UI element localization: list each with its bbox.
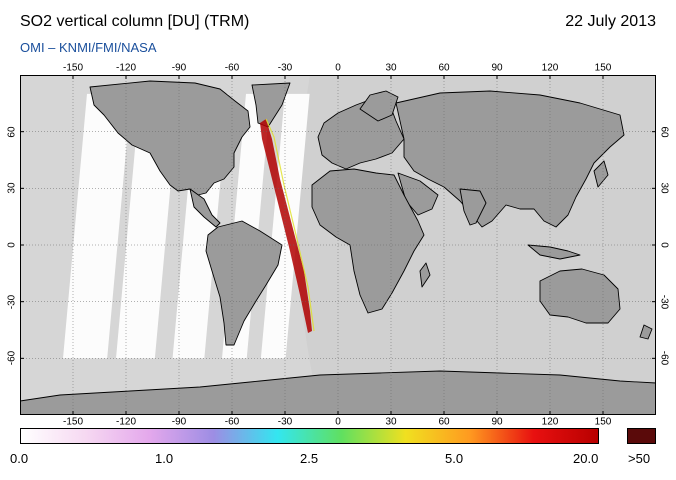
lat-tick-label-right: 0 bbox=[658, 242, 670, 248]
central-america bbox=[189, 188, 221, 228]
lon-tick-label-top: -150 bbox=[62, 62, 84, 74]
lat-tick-label-left: 30 bbox=[6, 182, 18, 194]
lon-tick-label-top: 120 bbox=[541, 62, 559, 74]
color-scale-overflow bbox=[627, 428, 656, 444]
japan bbox=[593, 160, 609, 188]
lat-tick-label-right: 60 bbox=[658, 126, 670, 138]
lat-tick-label-left: 60 bbox=[6, 126, 18, 138]
new-zealand bbox=[639, 324, 653, 340]
lon-tick-label-bottom: 120 bbox=[541, 416, 559, 428]
scale-label: 1.0 bbox=[155, 451, 174, 466]
lon-tick-label-bottom: -60 bbox=[224, 416, 240, 428]
lon-tick-label-top: 90 bbox=[491, 62, 503, 74]
lon-tick-label-bottom: 150 bbox=[594, 416, 612, 428]
map-date: 22 July 2013 bbox=[565, 13, 656, 30]
australia bbox=[539, 268, 621, 324]
scale-label: 2.5 bbox=[300, 451, 319, 466]
tick-marks bbox=[20, 75, 656, 415]
lon-tick-label-bottom: -120 bbox=[115, 416, 137, 428]
india bbox=[459, 188, 487, 226]
lon-tick-label-bottom: 60 bbox=[438, 416, 450, 428]
africa bbox=[311, 168, 425, 314]
lat-tick-label-right: -30 bbox=[658, 294, 670, 309]
lon-tick-label-bottom: 90 bbox=[491, 416, 503, 428]
lon-tick-label-top: -30 bbox=[277, 62, 293, 74]
lon-tick-label-bottom: -90 bbox=[171, 416, 187, 428]
lat-tick-label-left: 0 bbox=[6, 242, 18, 248]
color-scale-bar bbox=[20, 428, 599, 444]
asia bbox=[395, 90, 625, 228]
scandinavia bbox=[359, 90, 399, 122]
lat-tick-label-left: -60 bbox=[6, 351, 18, 366]
lat-tick-label-right: 30 bbox=[658, 182, 670, 194]
graticule bbox=[20, 75, 656, 415]
lon-tick-label-top: -90 bbox=[171, 62, 187, 74]
lon-tick-label-bottom: -30 bbox=[277, 416, 293, 428]
scale-label: 0.0 bbox=[10, 451, 29, 466]
scale-label: 20.0 bbox=[573, 451, 599, 466]
map-subtitle: OMI – KNMI/FMI/NASA bbox=[20, 40, 157, 55]
lon-tick-label-top: -120 bbox=[115, 62, 137, 74]
orbit-swath bbox=[63, 93, 132, 359]
lon-tick-label-bottom: 0 bbox=[335, 416, 341, 428]
lon-tick-label-bottom: 30 bbox=[385, 416, 397, 428]
scale-label-overflow: >50 bbox=[628, 451, 651, 466]
lon-tick-label-top: -60 bbox=[224, 62, 240, 74]
lon-tick-label-top: 150 bbox=[594, 62, 612, 74]
scale-label: 5.0 bbox=[445, 451, 464, 466]
lon-tick-label-top: 0 bbox=[335, 62, 341, 74]
lon-tick-label-top: 60 bbox=[438, 62, 450, 74]
so2-plume-edge bbox=[265, 118, 315, 332]
madagascar bbox=[419, 262, 431, 288]
south-america bbox=[205, 220, 283, 346]
lat-tick-label-left: -30 bbox=[6, 294, 18, 309]
lon-tick-label-bottom: -150 bbox=[62, 416, 84, 428]
so2-plume bbox=[260, 119, 312, 333]
map-title: SO2 vertical column [DU] (TRM) bbox=[20, 13, 250, 30]
north-america bbox=[89, 80, 251, 196]
lat-tick-label-right: -60 bbox=[658, 351, 670, 366]
lon-tick-label-top: 30 bbox=[385, 62, 397, 74]
so2-world-map bbox=[20, 75, 656, 415]
